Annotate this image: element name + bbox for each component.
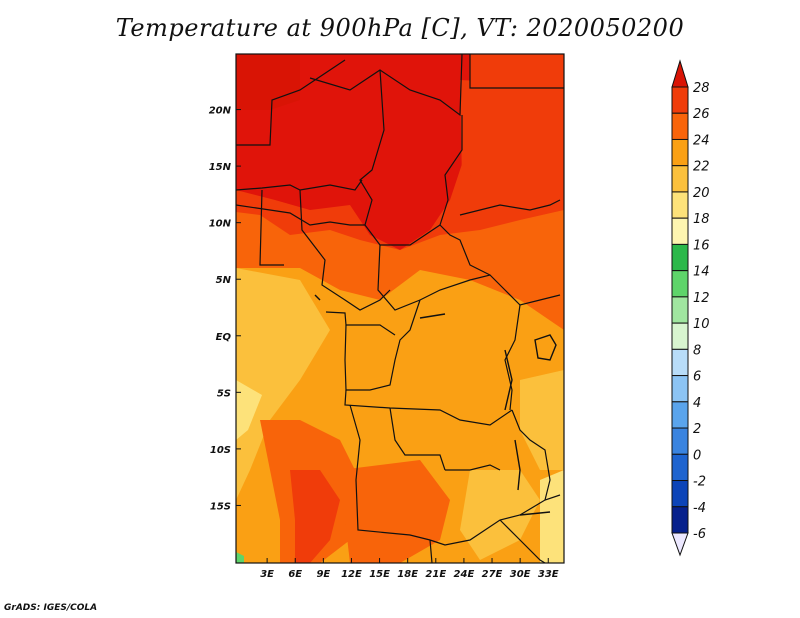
colorbar-over-triangle: [671, 59, 689, 88]
lon-tick-label: 30E: [510, 569, 531, 580]
colorbar-swatch: [671, 453, 689, 482]
map-title: Temperature at 900hPa [C], VT: 202005020…: [115, 14, 685, 42]
colorbar-swatch: [671, 427, 689, 455]
colorbar-label: 16: [693, 238, 710, 253]
colorbar-swatch: [671, 191, 689, 219]
colorbar-swatch: [671, 348, 689, 377]
lon-tick-label: 6E: [288, 569, 302, 580]
colorbar-label: 28: [693, 81, 710, 96]
colorbar-under-triangle: [671, 532, 689, 557]
lon-tick-label: 21E: [425, 569, 446, 580]
colorbar-label: 14: [693, 265, 710, 280]
lat-tick-label: 5N: [216, 275, 232, 286]
colorbar-label: 2: [693, 422, 701, 437]
colorbar-label: 0: [693, 448, 701, 463]
colorbar-swatch: [671, 165, 689, 193]
colorbar-swatch: [671, 270, 689, 298]
colorbar-swatch: [671, 138, 689, 167]
lat-tick-label: EQ: [216, 332, 232, 343]
colorbar-swatch: [671, 322, 689, 350]
lon-tick-label: 12E: [341, 569, 362, 580]
colorbar-label: 6: [693, 370, 701, 385]
colorbar-label: 10: [693, 317, 710, 332]
lat-tick-label: 10N: [209, 219, 232, 230]
latitude-axis: 20N 15N 10N 5N EQ 5S 10S 15S: [209, 106, 241, 512]
lon-tick-label: 27E: [482, 569, 503, 580]
colorbar-label: 20: [693, 186, 710, 201]
lake-outlines: [314, 294, 557, 516]
country-borders: [236, 54, 564, 563]
colorbar-swatch: [671, 375, 689, 403]
colorbar-swatch: [671, 480, 689, 508]
lon-tick-label: 18E: [397, 569, 418, 580]
colorbar-swatch: [671, 506, 689, 534]
lat-tick-label: 15S: [210, 501, 231, 512]
colorbar-label: -4: [693, 501, 706, 516]
colorbar-label: 22: [693, 160, 710, 175]
colorbar-label: -2: [693, 475, 706, 490]
colorbar-label: 24: [693, 133, 710, 148]
credit-text: GrADS: IGES/COLA: [4, 603, 98, 613]
lat-tick-label: 15N: [209, 162, 232, 173]
colorbar-label: -6: [693, 527, 706, 542]
colorbar-label: 12: [693, 291, 710, 306]
map-frame: [235, 53, 565, 564]
colorbar-swatch: [671, 217, 689, 245]
lon-tick-label: 9E: [316, 569, 330, 580]
lat-tick-label: 10S: [210, 445, 231, 456]
colorbar-swatch: [671, 86, 689, 114]
colorbar-swatch: [671, 296, 689, 324]
lon-tick-label: 15E: [369, 569, 390, 580]
lon-tick-label: 24E: [454, 569, 475, 580]
lat-tick-label: 20N: [209, 106, 232, 117]
colorbar-swatch: [671, 401, 689, 429]
colorbar-label: 18: [693, 212, 710, 227]
colorbar-label: 4: [693, 396, 701, 411]
lat-tick-label: 5S: [217, 388, 231, 399]
colorbar-label: 26: [693, 107, 710, 122]
lon-tick-label: 3E: [260, 569, 274, 580]
colorbar-swatch: [671, 112, 689, 140]
longitude-axis: 3E 6E 9E 12E 15E 18E 21E 24E 27E 30E 33E: [260, 558, 559, 580]
lon-tick-label: 33E: [538, 569, 559, 580]
colorbar-swatch: [671, 243, 689, 272]
colorbar-label: 8: [693, 343, 701, 358]
